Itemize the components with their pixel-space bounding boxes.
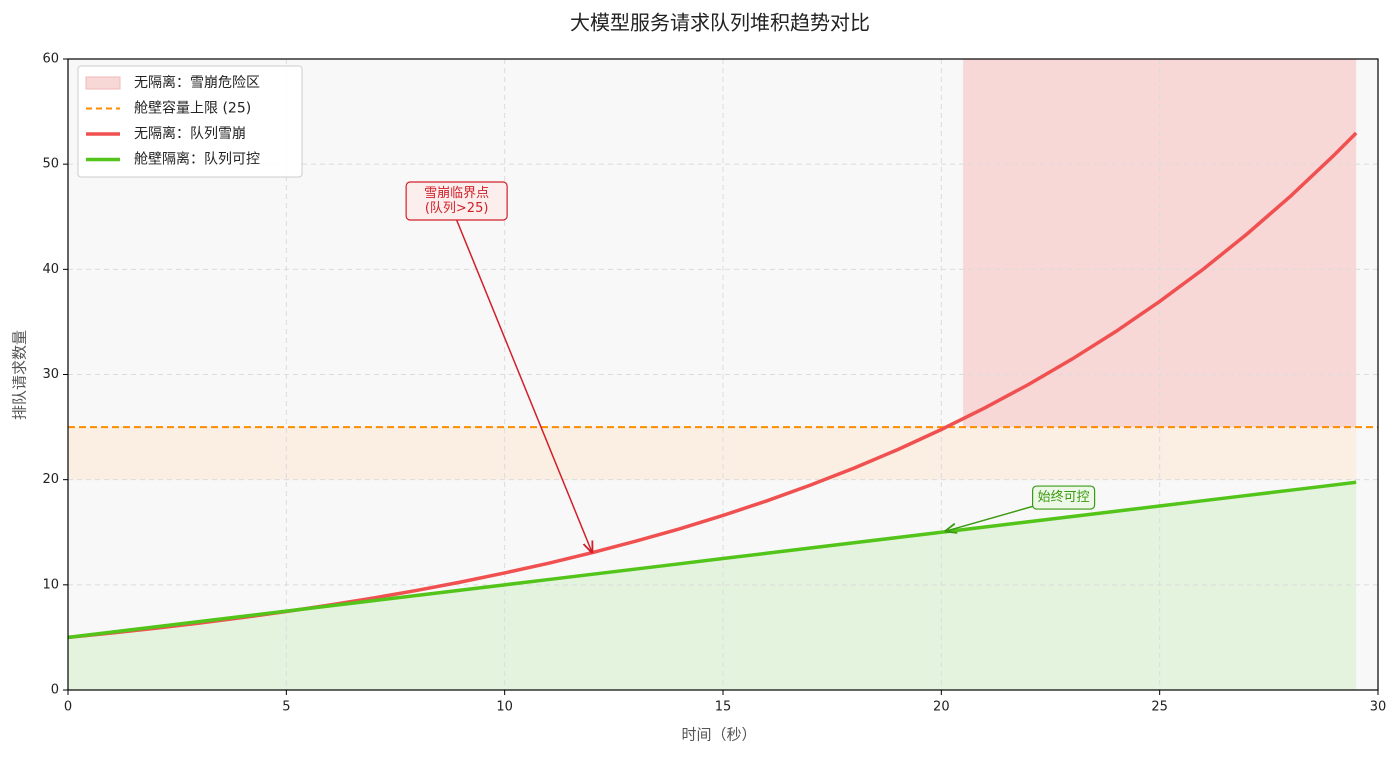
annotation-text: (队列>25): [425, 201, 489, 216]
x-axis-label: 时间（秒）: [681, 726, 756, 744]
annotation-arrow: [455, 219, 592, 552]
y-axis-label: 排队请求数量: [11, 330, 29, 420]
x-tick-label: 25: [1151, 700, 1168, 715]
legend-label: 无隔离：队列雪崩: [134, 125, 246, 142]
x-tick-label: 5: [282, 700, 290, 715]
series-line: [67, 480, 1357, 640]
annotation-text: 始终可控: [1038, 489, 1090, 505]
legend-box: [77, 65, 303, 178]
legend-label: 无隔离：雪崩危险区: [134, 74, 260, 91]
plot-frame: [67, 58, 1379, 691]
y-tick-label: 50: [42, 157, 59, 172]
annotation-text: 雪崩临界点: [424, 186, 489, 201]
y-tick-label: 30: [42, 367, 59, 382]
y-tick-label: 0: [51, 683, 59, 698]
y-tick-label: 40: [42, 262, 59, 277]
legend-swatch: [85, 76, 121, 90]
legend-label: 舱壁容量上限 (25): [134, 100, 251, 117]
area-fill: [68, 482, 1357, 690]
y-tick-label: 20: [42, 472, 59, 487]
x-tick-label: 15: [715, 700, 732, 715]
x-tick-label: 30: [1370, 700, 1387, 715]
chart-title: 大模型服务请求队列堆积趋势对比: [570, 11, 870, 35]
region: [68, 427, 1357, 480]
x-tick-label: 0: [64, 700, 72, 715]
x-tick-label: 10: [496, 700, 513, 715]
legend-label: 舱壁隔离：队列可控: [134, 151, 260, 168]
annotation-box: [1031, 485, 1096, 510]
annotation-box: [405, 181, 508, 221]
y-tick-label: 60: [42, 52, 59, 67]
y-tick-label: 10: [42, 577, 59, 592]
x-tick-label: 20: [933, 700, 950, 715]
